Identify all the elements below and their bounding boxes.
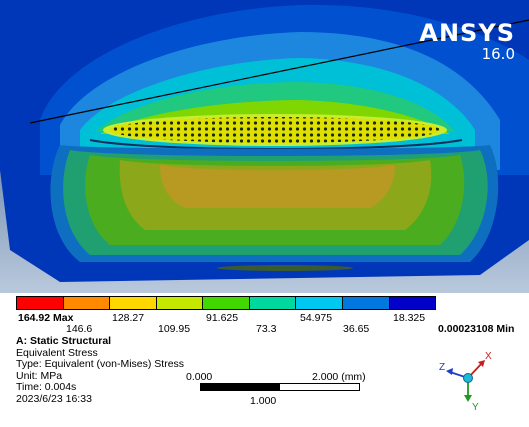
result-name: Equivalent Stress xyxy=(16,346,98,359)
legend-color-segment xyxy=(296,297,343,309)
coordinate-triad[interactable]: X Y Z xyxy=(438,350,498,413)
result-info: A: Static Structural Equivalent Stress T… xyxy=(16,335,185,405)
stress-legend-bar[interactable] xyxy=(16,296,436,310)
legend-bottom-label: 146.6 xyxy=(66,323,93,335)
ansys-brand-name: ANSYS xyxy=(419,19,515,47)
result-type: Type: Equivalent (von-Mises) Stress xyxy=(16,358,185,370)
result-time: Time: 0.004s xyxy=(16,381,77,393)
legend-top-label: 128.27 xyxy=(112,312,145,324)
legend-color-segment xyxy=(17,297,64,309)
legend-color-segment xyxy=(110,297,157,309)
legend-color-segment xyxy=(203,297,250,309)
scale-ruler-white xyxy=(280,384,359,390)
triad-y-label: Y xyxy=(472,402,479,412)
scale-ruler xyxy=(200,383,360,391)
scale-end-label: 2.000 (mm) xyxy=(312,371,366,383)
result-date: 2023/6/23 16:33 xyxy=(16,392,92,405)
legend-bottom-label: 36.65 xyxy=(343,323,370,335)
legend-color-segment xyxy=(63,297,111,309)
graphics-viewport[interactable]: ANSYS 16.0 xyxy=(0,0,529,293)
legend-color-segment xyxy=(249,297,297,309)
scale-ruler-black xyxy=(201,384,280,390)
result-unit: Unit: MPa xyxy=(16,369,63,382)
legend-bottom-label: 109.95 xyxy=(158,323,191,335)
legend-top-label: 54.975 xyxy=(300,312,333,324)
ansys-logo: ANSYS 16.0 xyxy=(419,20,515,62)
legend-top-label: 18.325 xyxy=(393,312,426,324)
scale-start-label: 0.000 xyxy=(186,371,213,383)
legend-color-segment xyxy=(389,297,436,309)
triad-z-label: Z xyxy=(439,362,445,373)
ansys-version: 16.0 xyxy=(481,45,515,63)
legend-color-segment xyxy=(156,297,204,309)
legend-color-segment xyxy=(342,297,390,309)
triad-y-arrow xyxy=(464,395,472,402)
legend-max-label: 164.92 Max xyxy=(18,312,74,324)
triad-x-arrow xyxy=(478,360,485,367)
stress-contour-plot xyxy=(0,0,529,293)
legend-bottom-label: 73.3 xyxy=(256,323,277,335)
legend-min-label: 0.00023108 Min xyxy=(438,323,515,335)
analysis-title: A: Static Structural xyxy=(16,335,112,347)
legend-top-label: 91.625 xyxy=(206,312,239,324)
scale-mid-label: 1.000 xyxy=(250,395,277,407)
triad-z-arrow xyxy=(446,368,453,375)
triad-x-label: X xyxy=(485,351,492,362)
triad-origin xyxy=(463,373,473,383)
triad-axes-icon: X Y Z xyxy=(439,351,492,413)
